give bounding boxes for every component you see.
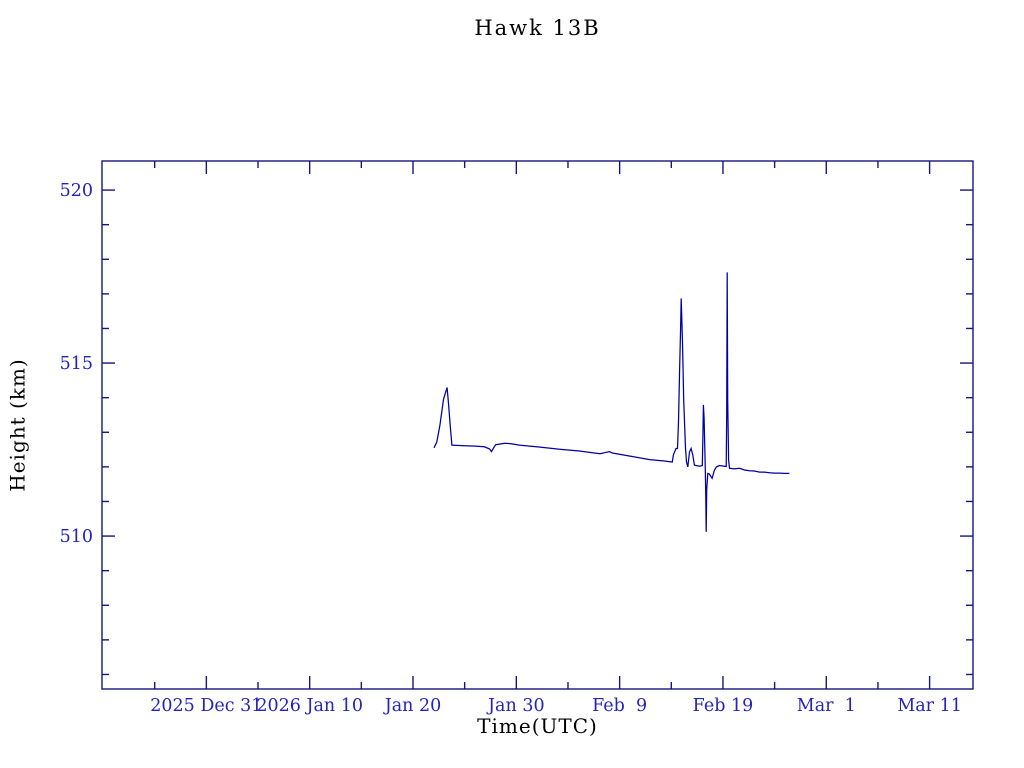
x-tick-label: Feb 9 [592, 696, 647, 716]
y-axis-label-container: Height (km) [0, 161, 36, 689]
x-axis-label: Time(UTC) [477, 714, 598, 738]
chart-title: Hawk 13B [474, 16, 601, 40]
x-tick-label: Jan 20 [383, 696, 442, 716]
x-tick-label: Mar 1 [797, 696, 856, 716]
x-tick-label: Mar 11 [897, 696, 962, 716]
y-axis-label: Height (km) [6, 358, 31, 492]
y-tick-label: 520 [60, 181, 93, 201]
y-tick-label: 510 [60, 527, 93, 547]
x-tick-label: 2025 Dec 31 [150, 696, 262, 716]
x-tick-label: Jan 30 [486, 696, 545, 716]
y-tick-label: 515 [60, 354, 93, 374]
plot-border [101, 160, 974, 690]
data-line-height-series [433, 272, 790, 532]
x-tick-label: Feb 19 [693, 696, 754, 716]
x-tick-label: 2026 Jan 10 [256, 696, 363, 716]
